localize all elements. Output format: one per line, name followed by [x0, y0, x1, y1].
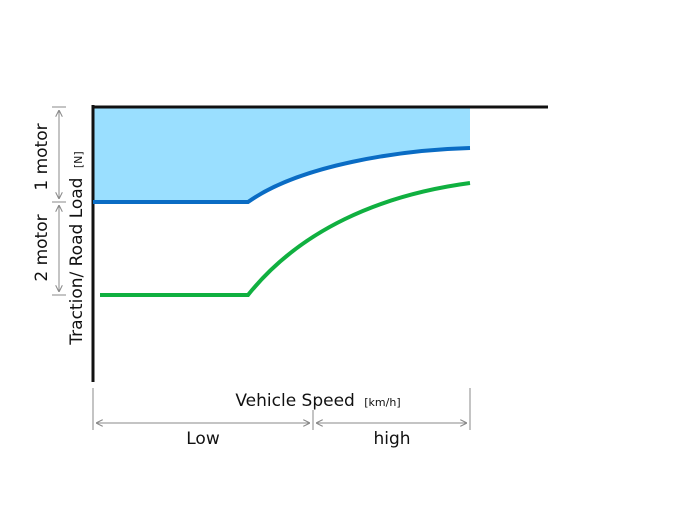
two-motor-traction-curve — [100, 181, 471, 297]
one-motor-fill-area — [93, 107, 470, 202]
horizontal-dimension — [92, 388, 471, 430]
low-speed-label: Low — [186, 429, 220, 449]
two-motor-label: 2 motor — [32, 214, 52, 281]
one-motor-label: 1 motor — [32, 123, 52, 190]
y-axis-unit: [N] — [72, 151, 85, 168]
high-speed-label: high — [373, 429, 410, 449]
y-axis-label-text: Traction/ Road Load — [67, 178, 87, 346]
one-motor-traction-curve — [93, 146, 471, 204]
x-axis-unit: [km/h] — [364, 396, 400, 409]
x-axis-label: Vehicle Speed [km/h] — [235, 391, 400, 411]
y-axis-label: Traction/ Road Load [N] — [67, 151, 87, 345]
vertical-dimension — [52, 106, 66, 296]
x-axis-label-text: Vehicle Speed — [235, 391, 355, 411]
